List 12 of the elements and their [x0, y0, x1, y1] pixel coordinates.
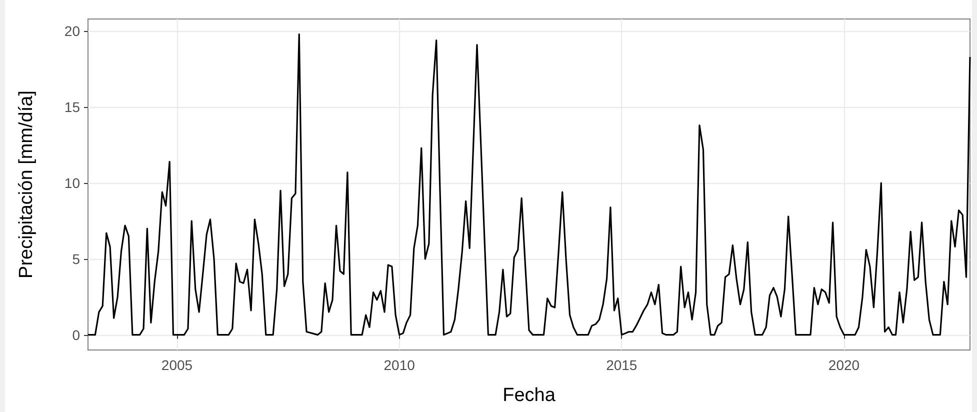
- x-tick-label: 2010: [384, 357, 416, 373]
- y-tick-label: 10: [64, 174, 80, 191]
- y-tick-label: 15: [64, 99, 80, 116]
- x-tick-label: 2020: [828, 357, 860, 373]
- x-tick-label: 2015: [606, 357, 638, 373]
- y-axis-title: Precipitación [mm/día]: [16, 90, 37, 278]
- y-tick-label: 20: [64, 23, 80, 40]
- x-axis-title: Fecha: [502, 385, 556, 406]
- y-tick-label: 5: [72, 250, 80, 267]
- line-series: [87, 33, 971, 336]
- x-tick-label: 2005: [161, 357, 193, 373]
- y-tick-label: 0: [72, 326, 80, 343]
